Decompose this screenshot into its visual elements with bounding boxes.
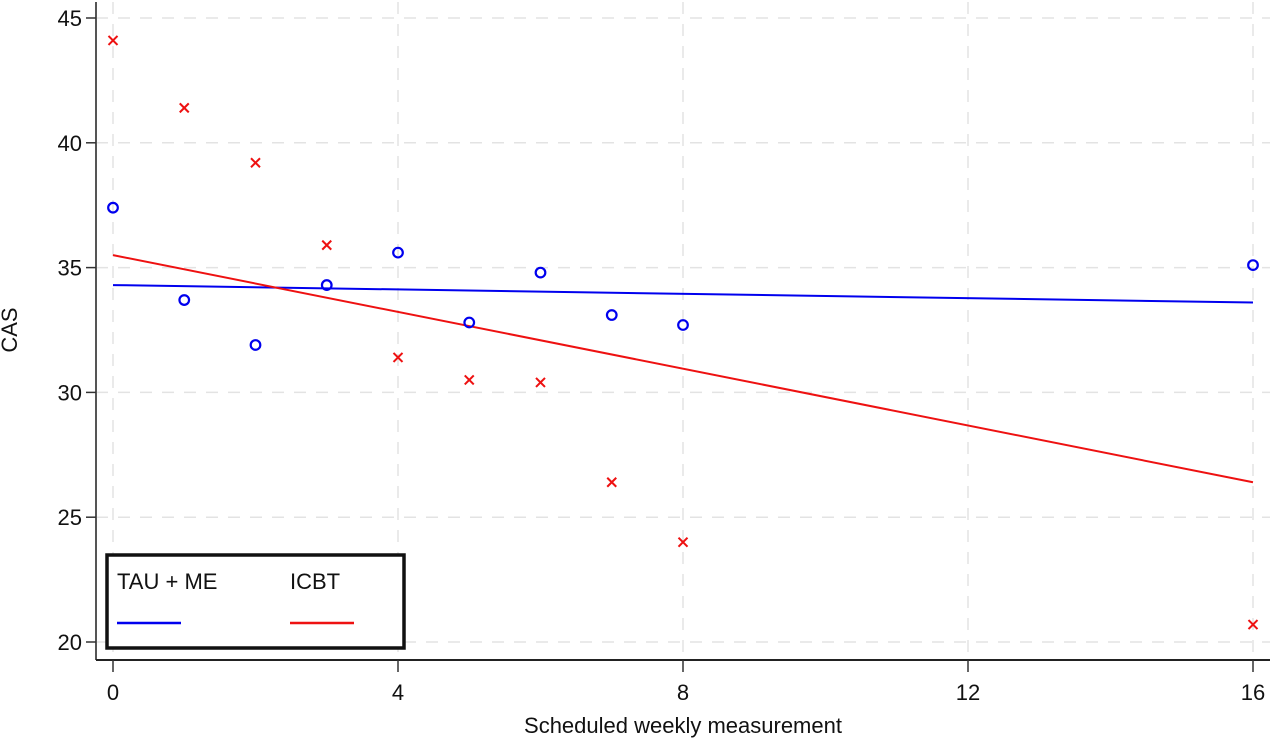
x-axis-title: Scheduled weekly measurement: [524, 713, 842, 738]
point-tau-me: [320, 279, 333, 291]
point-mark-stroke: [107, 35, 119, 46]
point-tau-me: [534, 266, 547, 279]
point-mark-stroke: [392, 352, 404, 363]
point-mark-stroke: [606, 477, 617, 488]
y-tick-label: 35: [58, 256, 82, 281]
point-tau-me: [178, 294, 191, 306]
point-mark-stroke: [179, 102, 190, 114]
fit-line-tau-me: [112, 284, 1254, 304]
point-icbt: [392, 352, 404, 363]
point-icbt: [535, 377, 546, 388]
point-mark-stroke: [321, 239, 332, 251]
point-mark-stroke: [250, 157, 261, 168]
point-icbt: [464, 374, 475, 386]
y-tick-label: 25: [58, 505, 82, 530]
x-tick-label: 4: [392, 680, 404, 705]
point-icbt: [179, 102, 190, 114]
point-icbt: [1247, 619, 1259, 630]
point-tau-me: [392, 246, 404, 259]
point-tau-me: [1247, 259, 1259, 272]
fit-line-icbt: [112, 254, 1254, 484]
point-mark-stroke: [464, 374, 475, 386]
x-tick-label: 0: [107, 680, 119, 705]
legend-label-tau-me: TAU + ME: [117, 569, 217, 594]
x-tick-label: 16: [1241, 680, 1265, 705]
fit-lines: [112, 254, 1254, 484]
grid: [96, 2, 1270, 660]
point-tau-me: [463, 316, 476, 329]
data-points: [107, 35, 1259, 630]
point-icbt: [321, 239, 332, 251]
y-tick-label: 20: [58, 630, 82, 655]
axes: 20 25 30 35 40 45 0 4 8 12 16: [58, 2, 1270, 705]
point-tau-me: [249, 339, 262, 351]
point-tau-me: [605, 309, 618, 321]
point-icbt: [606, 477, 617, 488]
point-mark-stroke: [1247, 619, 1259, 630]
x-tick-label: 8: [677, 680, 689, 705]
legend: TAU + ME ICBT: [105, 553, 406, 650]
y-tick-label: 30: [58, 380, 82, 405]
legend-label-icbt: ICBT: [290, 569, 340, 594]
legend-box: [105, 553, 406, 650]
y-axis-title: CAS: [0, 307, 22, 352]
point-tau-me: [677, 319, 689, 331]
y-tick-label: 40: [58, 131, 82, 156]
point-mark-stroke: [677, 536, 689, 548]
point-mark-stroke: [535, 377, 546, 388]
x-tick-label: 12: [956, 680, 980, 705]
point-tau-me: [107, 201, 119, 214]
point-icbt: [250, 157, 261, 168]
point-icbt: [677, 536, 689, 548]
point-icbt: [107, 35, 119, 46]
y-tick-label: 45: [58, 6, 82, 31]
